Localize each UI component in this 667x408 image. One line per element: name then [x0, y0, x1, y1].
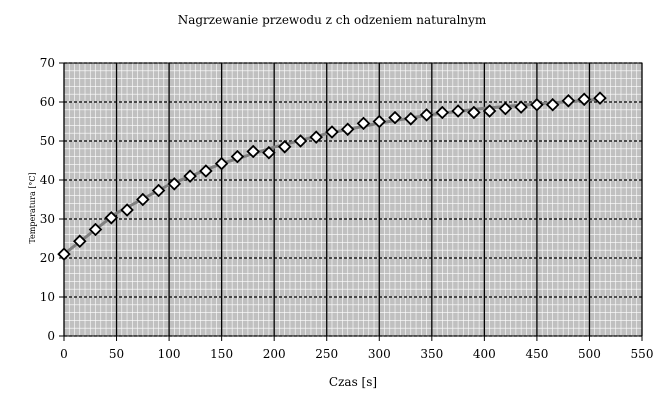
y-tick-label: 0: [47, 329, 55, 343]
x-tick-label: 50: [109, 347, 124, 361]
x-tick-label: 500: [578, 347, 601, 361]
x-tick-label: 100: [158, 347, 181, 361]
data-point: [435, 105, 450, 120]
x-tick-label: 150: [210, 347, 233, 361]
data-point: [120, 203, 134, 217]
data-point: [514, 100, 528, 114]
x-tick-label: 300: [368, 347, 391, 361]
data-point: [530, 97, 544, 112]
data-point: [404, 112, 418, 126]
plot-border: [63, 62, 643, 337]
data-point: [199, 164, 213, 178]
data-point: [451, 104, 465, 118]
x-axis-label: Czas [s]: [329, 375, 377, 389]
data-point: [167, 177, 182, 191]
data-point: [104, 211, 119, 225]
y-tick-label: 10: [40, 290, 55, 304]
data-point: [577, 92, 591, 107]
data-point: [419, 108, 434, 122]
x-tick-label: 0: [60, 347, 68, 361]
data-point: [356, 116, 371, 131]
data-point: [183, 169, 197, 183]
y-axis-label: Temperatura [°C]: [28, 172, 37, 243]
y-tick-label: 60: [40, 95, 55, 109]
data-point: [262, 145, 276, 160]
data-point: [340, 122, 355, 137]
data-point: [372, 114, 387, 129]
x-tick-label: 450: [525, 347, 548, 361]
data-point: [277, 140, 292, 154]
data-point: [73, 234, 87, 248]
data-point: [136, 192, 150, 207]
data-point: [388, 110, 402, 125]
y-axis: 0 10 20 30 40 50 60 70: [40, 56, 64, 343]
y-tick-label: 40: [40, 173, 55, 187]
data-point: [467, 105, 481, 120]
y-tick-label: 50: [40, 134, 55, 148]
data-point: [230, 149, 245, 164]
data-point: [151, 183, 166, 198]
x-axis: 0 50 100 150 200 250 300 350 400 450 500 550: [60, 336, 653, 361]
data-point: [325, 125, 339, 139]
data-point: [498, 101, 513, 116]
data-point: [214, 156, 229, 171]
x-tick-label: 550: [631, 347, 654, 361]
data-point: [593, 91, 607, 105]
data-point: [293, 134, 308, 148]
data-point: [309, 130, 323, 144]
x-tick-label: 250: [315, 347, 338, 361]
y-tick-label: 30: [40, 212, 55, 226]
data-point: [561, 94, 576, 108]
x-tick-label: 350: [420, 347, 443, 361]
data-point: [545, 97, 560, 112]
data-markers: [57, 91, 607, 261]
data-point: [88, 222, 103, 237]
data-point: [246, 144, 260, 159]
x-tick-label: 200: [263, 347, 286, 361]
y-tick-label: 70: [40, 56, 55, 70]
chart-title: Nagrzewanie przewodu z ch odzeniem natur…: [178, 13, 487, 27]
y-tick-label: 20: [40, 251, 55, 265]
data-point: [482, 104, 497, 118]
x-tick-label: 400: [473, 347, 496, 361]
data-point: [57, 247, 71, 261]
